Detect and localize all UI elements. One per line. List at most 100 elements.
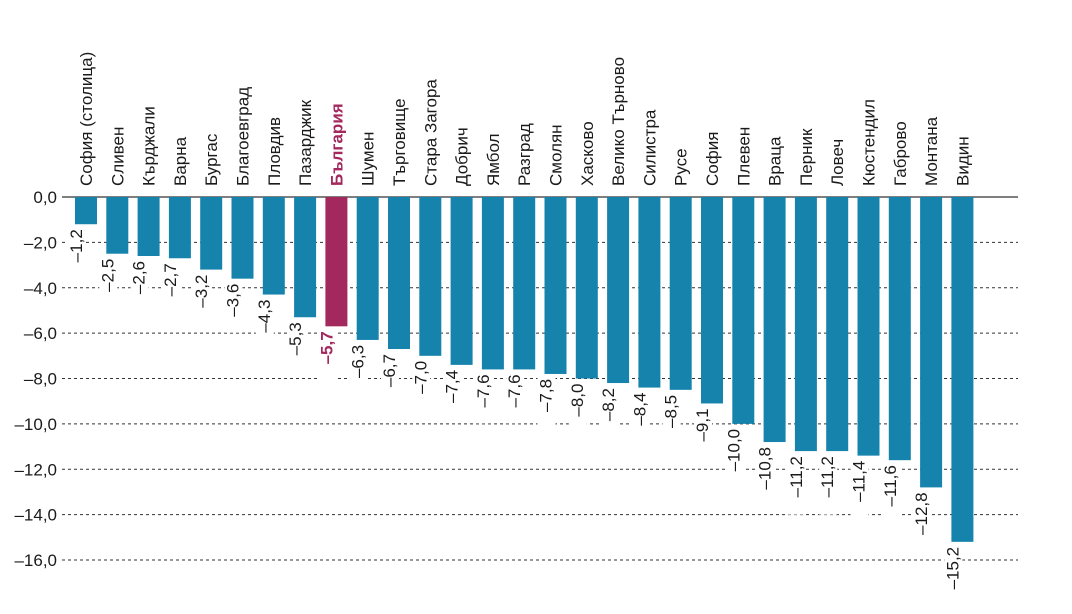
category-label: Ловеч [828, 139, 847, 186]
value-label: –2,7 [161, 263, 180, 296]
value-label-background [255, 298, 274, 349]
category-label: Видин [953, 136, 972, 186]
value-label-background [913, 491, 932, 551]
bar [356, 197, 379, 340]
category-label: Бургас [202, 133, 221, 186]
y-tick-label: 0,0 [33, 188, 57, 207]
value-label-background [224, 282, 243, 333]
bar [857, 197, 880, 456]
value-label: –8,2 [599, 388, 618, 421]
value-label: –7,6 [474, 374, 493, 407]
value-label-background [787, 455, 806, 515]
category-label: Перник [797, 128, 816, 186]
category-label: Варна [171, 136, 190, 186]
y-tick-label: –12,0 [14, 460, 57, 479]
category-label: София (столица) [77, 52, 96, 186]
category-label: Добрич [453, 127, 472, 186]
category-label: Велико Търново [609, 57, 628, 186]
value-label: –7,6 [505, 374, 524, 407]
value-label: –8,4 [630, 393, 649, 426]
category-label: Русе [672, 148, 691, 186]
bar [294, 197, 317, 318]
bar [701, 197, 723, 404]
value-label-background [287, 321, 306, 372]
bar [450, 197, 473, 365]
value-label-background [193, 273, 212, 324]
category-label: Габрово [891, 121, 910, 186]
category-label: Хасково [578, 121, 597, 186]
bar [638, 197, 661, 388]
y-tick-label: –14,0 [14, 506, 57, 525]
value-label-background [819, 455, 838, 515]
bar [513, 197, 536, 370]
value-label-background [381, 353, 399, 404]
value-label: –8,0 [568, 384, 587, 417]
category-label: София [703, 132, 722, 186]
value-label-background [68, 228, 86, 279]
value-label-background [944, 545, 963, 606]
value-label: –5,7 [317, 331, 336, 364]
value-label: –6,7 [380, 354, 399, 387]
value-label: –9,1 [693, 408, 712, 441]
value-label-background [850, 459, 869, 520]
value-label-background [694, 407, 712, 458]
value-label: –7,4 [443, 370, 462, 403]
category-label: България [327, 103, 346, 186]
y-tick-label: –4,0 [24, 279, 57, 298]
y-tick-label: –10,0 [14, 415, 57, 434]
bar [137, 197, 160, 256]
value-label-background [568, 382, 587, 433]
category-labels: София (столица) Сливен Кърджали Варна Бургас… [77, 52, 972, 186]
bar [575, 197, 598, 379]
value-label-background [506, 373, 525, 424]
value-labels: –1,2 –2,5 –2,6 –2,7 –3,2 –3,6 –4,3 –5,3 –5,7 –6,3… [67, 228, 963, 606]
value-label-background [318, 330, 337, 381]
y-tick-label: –6,0 [24, 324, 57, 343]
bar [669, 197, 692, 390]
bar [419, 197, 442, 356]
bar [262, 197, 285, 295]
y-tick-label: –8,0 [24, 370, 57, 389]
value-label: –2,5 [98, 259, 117, 292]
bar [388, 197, 410, 350]
value-label-background [349, 343, 368, 394]
category-label: Пловдив [265, 117, 284, 186]
category-label: Благоевград [234, 87, 253, 186]
value-label: –1,2 [67, 229, 86, 262]
value-label: –7,8 [537, 379, 556, 412]
value-label: –8,5 [662, 395, 681, 428]
bar [168, 197, 191, 259]
value-label: –11,2 [818, 456, 837, 497]
bar [544, 197, 567, 374]
value-label: –11,4 [850, 461, 869, 502]
value-label: –11,6 [881, 465, 900, 506]
value-label-background [161, 262, 180, 313]
category-label: Плевен [734, 127, 753, 186]
value-label: –5,3 [286, 322, 305, 355]
value-label: –12,8 [912, 492, 931, 535]
bar [826, 197, 849, 452]
value-label: –7,0 [411, 361, 430, 394]
bar [607, 197, 630, 384]
bar [920, 197, 943, 488]
value-label: –10,0 [724, 429, 743, 472]
value-label-background [537, 377, 556, 428]
category-label: Стара Загора [421, 79, 440, 186]
bar [794, 197, 817, 452]
category-label: Ямбол [484, 133, 503, 186]
value-label-background [756, 446, 775, 506]
value-label: –11,2 [787, 456, 806, 497]
bar [75, 197, 97, 225]
category-label: Силистра [640, 109, 659, 186]
category-label: Кюстендил [860, 99, 879, 186]
value-label: –15,2 [943, 547, 962, 590]
bar [106, 197, 129, 254]
category-label: Търговище [390, 98, 409, 186]
value-label: –3,2 [192, 275, 211, 308]
y-axis-tick-labels: 0,0 –2,0 –4,0 –6,0 –8,0 –10,0 –12,0 –14,0 –16,0 [14, 188, 57, 570]
value-label-background [443, 368, 462, 419]
value-label-background [474, 373, 493, 424]
bar [951, 197, 974, 542]
value-label-background [631, 391, 650, 442]
